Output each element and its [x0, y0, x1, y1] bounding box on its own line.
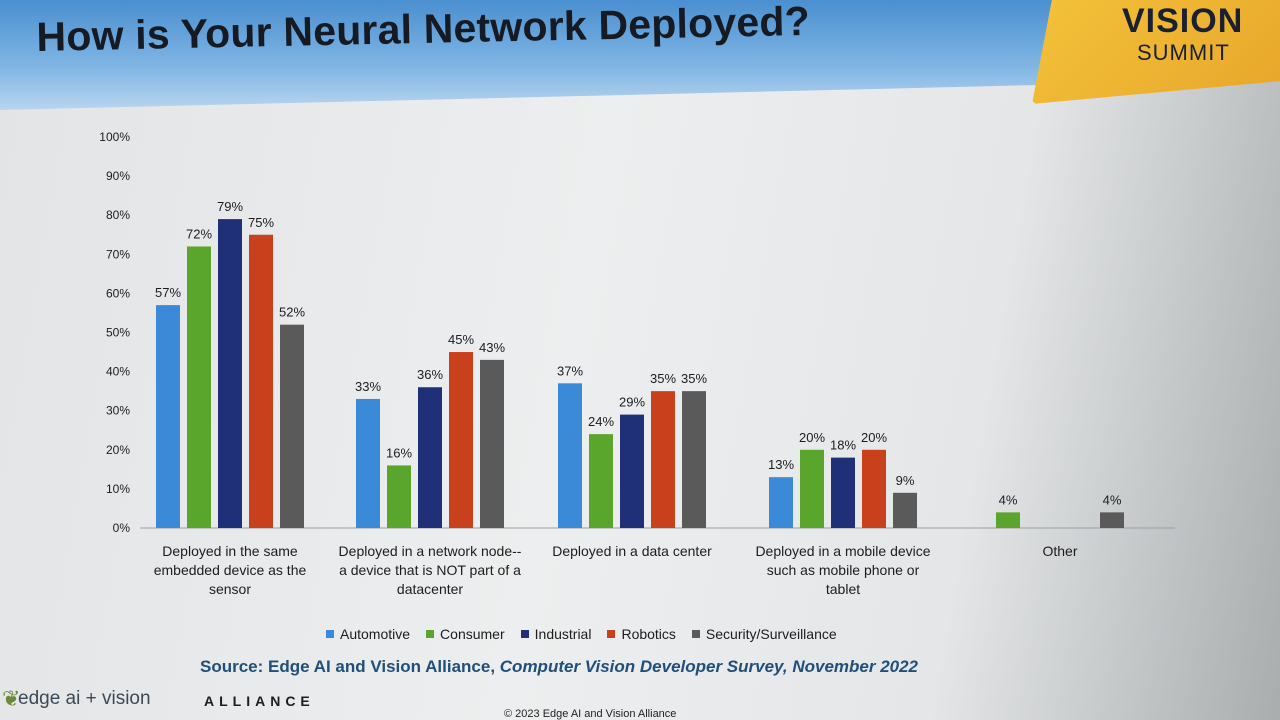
data-label: 45%	[448, 332, 474, 347]
bar	[449, 352, 473, 528]
logo-text-summit: SUMMIT	[1137, 40, 1230, 65]
y-tick-label: 60%	[106, 286, 130, 300]
x-category-label: a device that is NOT part of a	[339, 562, 521, 578]
bar	[996, 512, 1020, 528]
bar	[480, 359, 504, 528]
data-label: 79%	[217, 199, 243, 214]
bar	[651, 391, 675, 528]
legend-label: Robotics	[621, 626, 676, 642]
data-label: 20%	[861, 430, 887, 445]
x-category-label: Deployed in a network node--	[339, 543, 522, 559]
data-label: 52%	[279, 305, 305, 320]
footer-alliance: ALLIANCE	[204, 693, 315, 709]
legend-item: Security/Surveillance	[691, 626, 837, 642]
data-label: 35%	[650, 371, 676, 386]
data-label: 18%	[830, 438, 856, 453]
legend-swatch	[426, 630, 435, 638]
data-label: 4%	[1103, 492, 1122, 507]
y-tick-label: 80%	[106, 208, 130, 222]
bar	[558, 383, 582, 528]
data-label: 20%	[799, 430, 825, 445]
legend-item: Consumer	[426, 626, 505, 642]
x-category-label: such as mobile phone or	[767, 562, 920, 578]
data-label: 35%	[681, 371, 707, 386]
legend-label: Security/Surveillance	[705, 626, 837, 642]
x-category-label: Other	[1042, 543, 1077, 559]
copyright: © 2023 Edge AI and Vision Alliance	[504, 708, 677, 720]
leaf-icon: ❦	[2, 686, 21, 711]
legend-swatch	[691, 630, 700, 638]
source-note: Source: Edge AI and Vision Alliance, Com…	[200, 657, 918, 677]
bar	[156, 305, 180, 528]
legend-label: Consumer	[440, 626, 505, 642]
bar	[589, 434, 613, 528]
legend-swatch	[607, 630, 616, 638]
y-tick-label: 10%	[106, 482, 130, 496]
legend-item: Automotive	[326, 626, 410, 642]
bar	[1100, 512, 1124, 528]
data-label: 43%	[479, 340, 505, 355]
x-category-label: tablet	[826, 581, 860, 597]
bar	[831, 457, 855, 528]
bar	[218, 219, 242, 529]
legend-item: Robotics	[607, 626, 676, 642]
y-tick-label: 20%	[106, 443, 130, 457]
logo-text-vision: VISION	[1122, 2, 1244, 40]
bar	[418, 387, 442, 528]
x-category-label: datacenter	[397, 581, 463, 597]
y-tick-label: 0%	[113, 521, 131, 535]
data-label: 9%	[896, 473, 915, 488]
data-label: 75%	[248, 215, 274, 230]
bar	[893, 492, 917, 528]
bar	[387, 465, 411, 528]
bar	[620, 414, 644, 528]
source-survey: Computer Vision Developer Survey, Novemb…	[499, 657, 919, 676]
bar	[280, 324, 304, 528]
bar	[249, 234, 273, 528]
bar	[769, 477, 793, 528]
x-category-label: sensor	[209, 581, 251, 597]
data-label: 72%	[186, 226, 212, 241]
chart-legend: Automotive Consumer Industrial Robotics Secu…	[326, 626, 837, 642]
data-label: 33%	[355, 379, 381, 394]
source-prefix: Source: Edge AI and Vision Alliance,	[200, 657, 500, 676]
data-label: 16%	[386, 445, 412, 460]
x-category-label: Deployed in the same	[162, 543, 298, 559]
data-label: 13%	[768, 457, 794, 472]
data-label: 24%	[588, 414, 614, 429]
footer-brand: edge ai + vision	[18, 688, 151, 709]
data-label: 37%	[557, 363, 583, 378]
y-tick-label: 50%	[106, 326, 130, 340]
legend-label: Industrial	[534, 626, 592, 642]
y-tick-label: 90%	[106, 169, 130, 183]
bar	[682, 391, 706, 528]
data-label: 29%	[619, 395, 645, 410]
legend-label: Automotive	[340, 626, 411, 642]
x-category-label: embedded device as the	[154, 562, 307, 578]
legend-item: Industrial	[520, 626, 592, 642]
y-tick-label: 70%	[106, 247, 130, 261]
y-tick-label: 30%	[106, 404, 130, 418]
x-category-label: Deployed in a mobile device	[755, 543, 930, 559]
x-category-label: Deployed in a data center	[552, 543, 712, 559]
data-label: 4%	[999, 492, 1018, 507]
bar	[800, 449, 824, 528]
data-label: 36%	[417, 367, 443, 382]
bar	[187, 246, 211, 529]
y-tick-label: 40%	[106, 365, 130, 379]
bar	[356, 398, 380, 528]
bar	[862, 449, 886, 528]
data-label: 57%	[155, 285, 181, 300]
legend-swatch	[520, 630, 529, 638]
legend-swatch	[326, 630, 334, 638]
y-tick-label: 100%	[99, 130, 130, 144]
